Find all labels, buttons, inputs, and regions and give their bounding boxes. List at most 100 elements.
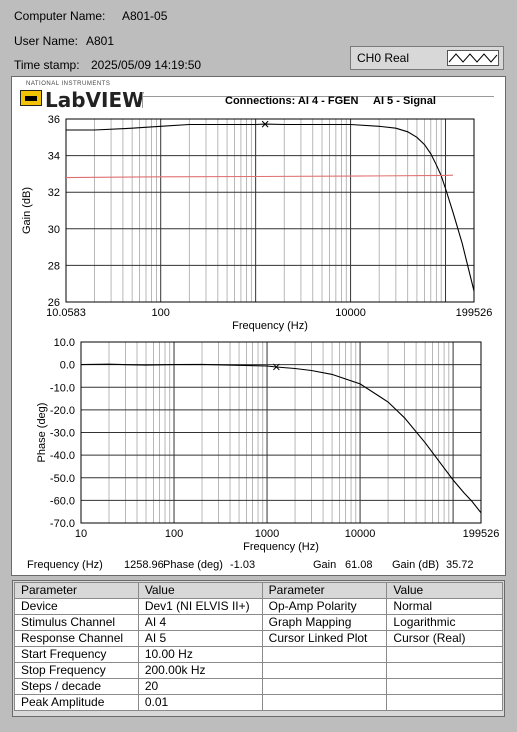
computer-name-value: A801-05 bbox=[122, 9, 168, 23]
table-cell bbox=[261, 678, 388, 695]
plot-frame bbox=[80, 341, 482, 524]
table-cell: AI 5 bbox=[137, 630, 263, 647]
y-tick-label: -50.0 bbox=[50, 473, 75, 485]
y-tick-label: -70.0 bbox=[50, 518, 75, 530]
y-tick-label: 0.0 bbox=[60, 360, 75, 372]
x-tick-label: 100 bbox=[152, 307, 170, 319]
y-tick-label: -20.0 bbox=[50, 405, 75, 417]
table-cell bbox=[261, 646, 388, 663]
table-row[interactable]: Stop Frequency 200.00k Hz bbox=[14, 662, 503, 679]
cursor-gain-db-value: 35.72 bbox=[446, 559, 474, 571]
series-line-0 bbox=[80, 363, 482, 514]
x-tick-label: 10000 bbox=[345, 528, 376, 540]
logo-small-text: NATIONAL INSTRUMENTS bbox=[26, 81, 111, 87]
table-row[interactable]: Response Channel AI 5 Cursor Linked Plot Cu… bbox=[14, 630, 503, 647]
table-cell: Steps / decade bbox=[14, 678, 139, 695]
table-row[interactable]: Start Frequency 10.00 Hz bbox=[14, 646, 503, 663]
table-cell: Stop Frequency bbox=[14, 662, 139, 679]
x-tick-label: 199526 bbox=[463, 528, 500, 540]
computer-name-label: Computer Name: bbox=[14, 9, 106, 23]
cursor-phase-value: -1.03 bbox=[230, 559, 256, 571]
table-cell: Normal bbox=[386, 598, 503, 615]
header-parameter-2: Parameter bbox=[261, 582, 388, 599]
table-cell: 0.01 bbox=[137, 694, 263, 711]
y-tick-label: 32 bbox=[48, 187, 60, 199]
cursor-gain-db-label: Gain (dB) bbox=[392, 559, 440, 571]
table-cell: Cursor (Real) bbox=[386, 630, 503, 647]
timestamp-label: Time stamp: bbox=[14, 58, 80, 72]
y-axis-label: Gain (dB) bbox=[21, 187, 33, 234]
cursor-gain-label: Gain bbox=[313, 559, 337, 571]
timestamp-value: 2025/05/09 14:19:50 bbox=[91, 58, 202, 72]
phase-chart[interactable]: 10.0 0.0 -10.0 -20.0 -30.0 -40.0 -50.0 -60.0 -70… bbox=[0, 330, 517, 562]
x-tick-label: 10000 bbox=[335, 307, 366, 319]
header-parameter: Parameter bbox=[14, 582, 139, 599]
y-tick-label: 26 bbox=[48, 297, 60, 309]
channel-selector[interactable]: CH0 Real bbox=[350, 46, 504, 70]
table-cell: Start Frequency bbox=[14, 646, 139, 663]
x-tick-label: 100 bbox=[165, 528, 183, 540]
user-name-value: A801 bbox=[86, 34, 115, 48]
cursor-gain-value: 61.08 bbox=[345, 559, 373, 571]
table-row[interactable]: Peak Amplitude 0.01 bbox=[14, 694, 503, 711]
table-cell: 20 bbox=[137, 678, 263, 695]
params-header-row: Parameter Value Parameter Value bbox=[14, 582, 503, 599]
table-cell bbox=[261, 662, 388, 679]
table-cell: Response Channel bbox=[14, 630, 139, 647]
y-tick-label: 30 bbox=[48, 224, 60, 236]
table-cell: AI 4 bbox=[137, 614, 263, 631]
table-cell: 200.00k Hz bbox=[137, 662, 263, 679]
table-cell: Op-Amp Polarity bbox=[261, 598, 388, 615]
y-axis-label: Phase (deg) bbox=[36, 403, 48, 463]
x-tick-label: 10.0583 bbox=[46, 307, 86, 319]
table-cell: Device bbox=[14, 598, 139, 615]
y-tick-label: 34 bbox=[48, 151, 60, 163]
cursor-marker bbox=[272, 363, 280, 371]
graph-panel bbox=[11, 76, 506, 576]
cursor-marker bbox=[261, 120, 269, 128]
y-tick-label: -60.0 bbox=[50, 495, 75, 507]
labview-logo-icon bbox=[20, 90, 42, 106]
table-cell bbox=[261, 694, 388, 711]
x-axis-label: Frequency (Hz) bbox=[232, 320, 308, 332]
sine-wave-icon bbox=[447, 50, 499, 66]
plot-frame bbox=[65, 118, 475, 303]
y-tick-label: 36 bbox=[48, 114, 60, 126]
table-cell: 10.00 Hz bbox=[137, 646, 263, 663]
y-tick-label: 10.0 bbox=[54, 337, 75, 349]
header-divider bbox=[142, 96, 494, 97]
series-line-1 bbox=[65, 174, 454, 179]
table-cell: Peak Amplitude bbox=[14, 694, 139, 711]
connections-signal: AI 5 - Signal bbox=[373, 95, 436, 107]
x-tick-label: 10 bbox=[75, 528, 87, 540]
table-cell: Graph Mapping bbox=[261, 614, 388, 631]
header-value: Value bbox=[137, 582, 263, 599]
cursor-frequency-value: 1258.96 bbox=[124, 559, 164, 571]
connections-title: Connections: AI 4 - FGEN bbox=[225, 95, 359, 107]
user-name-label: User Name: bbox=[14, 34, 79, 48]
table-cell bbox=[386, 678, 503, 695]
table-cell: Cursor Linked Plot bbox=[261, 630, 388, 647]
y-tick-label: 28 bbox=[48, 260, 60, 272]
header-value-2: Value bbox=[386, 582, 503, 599]
table-cell bbox=[386, 646, 503, 663]
table-row[interactable]: Stimulus Channel AI 4 Graph Mapping Logarit… bbox=[14, 614, 503, 631]
y-tick-label: -30.0 bbox=[50, 428, 75, 440]
table-cell bbox=[386, 694, 503, 711]
table-cell: Dev1 (NI ELVIS II+) bbox=[137, 598, 263, 615]
y-tick-label: -10.0 bbox=[50, 382, 75, 394]
x-tick-label: 1000 bbox=[255, 528, 279, 540]
table-row[interactable]: Device Dev1 (NI ELVIS II+) Op-Amp Polarity… bbox=[14, 598, 503, 615]
channel-label: CH0 Real bbox=[357, 51, 410, 65]
table-cell: Logarithmic bbox=[386, 614, 503, 631]
table-row[interactable]: Steps / decade 20 bbox=[14, 678, 503, 695]
params-table: Parameter Value Parameter Value Device De… bbox=[14, 582, 503, 711]
table-cell: Stimulus Channel bbox=[14, 614, 139, 631]
labview-logo: NATIONAL INSTRUMENTS LabVIEW bbox=[20, 80, 144, 112]
x-axis-label: Frequency (Hz) bbox=[243, 541, 319, 553]
header-divider-vertical bbox=[142, 92, 143, 108]
cursor-phase-label: Phase (deg) bbox=[163, 559, 223, 571]
logo-word: LabVIEW bbox=[45, 88, 145, 112]
series-line-0 bbox=[66, 123, 475, 292]
